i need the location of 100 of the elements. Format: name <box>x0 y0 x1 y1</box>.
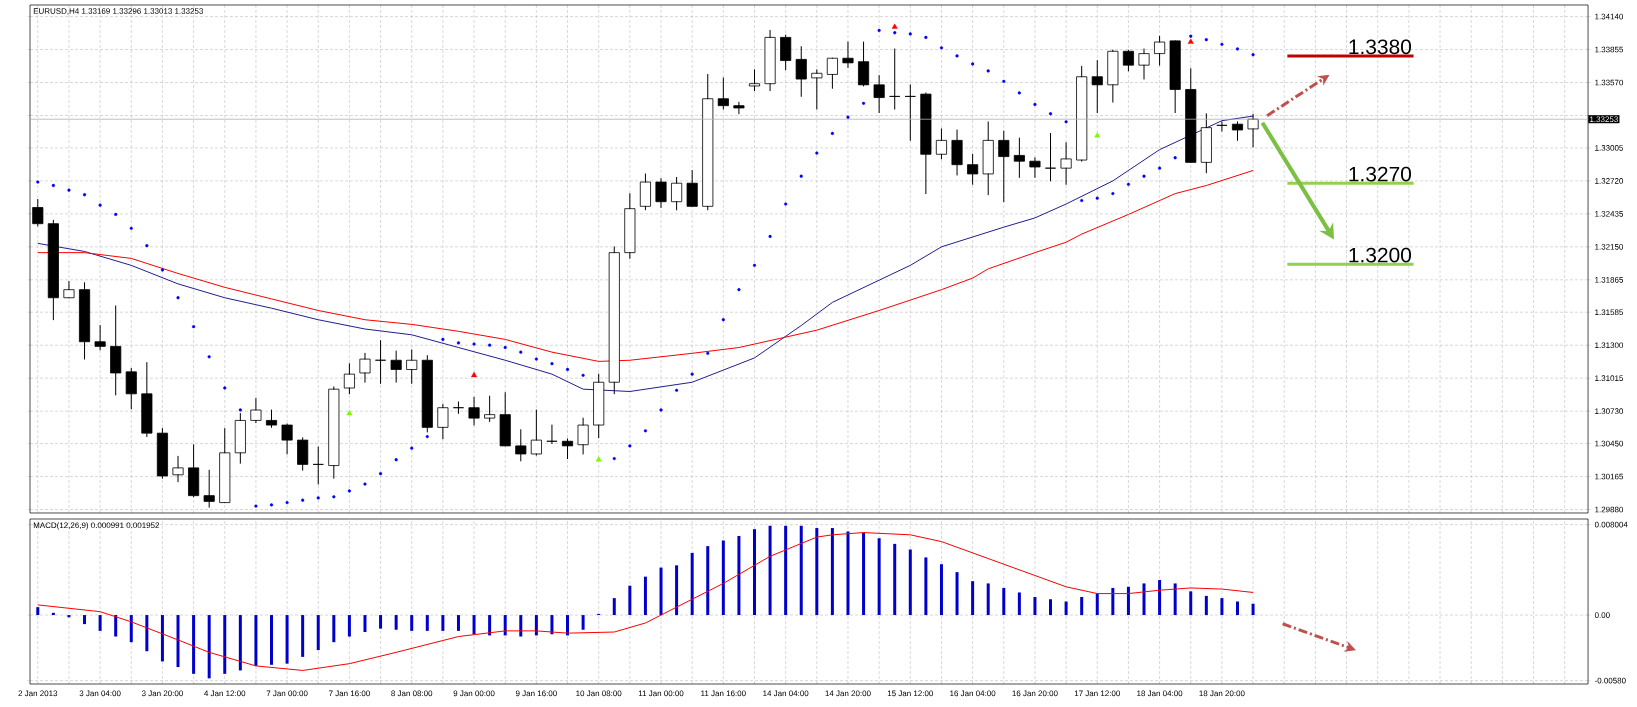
bar <box>238 615 242 671</box>
candlestick <box>998 130 1010 203</box>
bar <box>628 585 632 616</box>
candlestick <box>873 75 885 114</box>
bar <box>1142 583 1146 616</box>
bar <box>1111 587 1115 616</box>
point <box>1094 132 1101 138</box>
candlestick <box>780 34 792 71</box>
candlestick <box>203 469 215 508</box>
candlestick <box>1216 121 1228 132</box>
candlestick <box>375 340 387 384</box>
candlestick <box>920 93 932 195</box>
candlestick <box>982 121 994 196</box>
candlestick <box>748 69 761 92</box>
candlestick <box>499 392 511 447</box>
candlestick <box>967 153 979 185</box>
bar <box>394 615 398 630</box>
candlestick <box>639 173 651 211</box>
ref-line-label: 1.3380 <box>1349 39 1412 55</box>
bar <box>98 615 102 631</box>
bar <box>472 615 476 635</box>
bar <box>192 615 196 674</box>
bar <box>1158 580 1162 616</box>
candlestick <box>312 446 324 485</box>
candlestick <box>811 69 823 110</box>
bar <box>129 615 133 643</box>
bar <box>379 615 383 629</box>
bar <box>971 581 975 616</box>
candlestick <box>1122 50 1134 72</box>
bar <box>939 564 943 616</box>
bar <box>1064 601 1068 616</box>
bar <box>363 615 367 633</box>
candlestick <box>561 438 574 460</box>
bar <box>519 615 523 637</box>
candlestick <box>702 73 714 211</box>
candlestick <box>889 48 901 110</box>
candlestick <box>686 169 698 207</box>
candlestick <box>1247 113 1259 148</box>
candlestick <box>406 349 418 384</box>
bar <box>347 615 351 637</box>
bar <box>643 576 647 616</box>
candlestick <box>733 101 745 115</box>
bar <box>659 567 663 616</box>
bar <box>581 615 585 630</box>
point <box>1187 38 1194 44</box>
candlestick <box>1185 68 1197 163</box>
bar <box>332 615 336 643</box>
bar <box>768 525 772 616</box>
bar <box>1235 601 1239 616</box>
line-series <box>37 169 1254 362</box>
bar <box>1126 586 1130 616</box>
bar <box>706 546 710 616</box>
bar <box>1204 595 1208 616</box>
bar <box>301 615 305 657</box>
candlestick <box>1044 132 1057 182</box>
candlestick <box>624 193 636 259</box>
candlestick <box>1231 121 1244 141</box>
candlestick <box>172 455 184 483</box>
bar <box>1033 596 1037 616</box>
bar <box>752 529 756 616</box>
candlestick <box>858 41 870 86</box>
ref-line-label: 1.3200 <box>1349 247 1412 263</box>
candlestick <box>110 305 122 396</box>
candlestick <box>1060 142 1072 185</box>
bar <box>986 583 990 616</box>
point <box>595 456 602 462</box>
bar <box>1251 603 1255 616</box>
candlestick <box>904 84 916 141</box>
candlestick <box>1138 48 1150 80</box>
bar <box>456 615 460 631</box>
bar <box>176 615 180 668</box>
candlestick <box>421 355 433 433</box>
bar <box>846 531 850 616</box>
candlestick <box>484 395 496 423</box>
candlestick <box>1154 35 1166 66</box>
candlestick <box>328 386 340 479</box>
candlestick <box>826 57 838 89</box>
candlestick <box>297 437 309 471</box>
candlestick <box>671 176 683 211</box>
candlestick <box>234 412 246 464</box>
bar <box>675 565 679 616</box>
candlestick <box>452 401 465 414</box>
candlestick <box>951 129 963 176</box>
candlestick <box>935 128 947 160</box>
bar <box>1189 591 1193 616</box>
bar <box>830 528 834 616</box>
candlestick <box>468 396 480 426</box>
ref-line-label: 1.3270 <box>1349 166 1412 182</box>
bar <box>285 615 289 664</box>
bar <box>908 549 912 616</box>
candlestick <box>437 403 449 440</box>
candlestick <box>63 281 75 299</box>
bar <box>737 535 741 616</box>
candlestick <box>1200 113 1212 174</box>
bar <box>36 607 40 616</box>
candlestick <box>1029 157 1041 178</box>
candlestick <box>94 325 106 351</box>
candlestick <box>78 282 91 360</box>
bar <box>1095 593 1099 616</box>
bar <box>83 615 87 625</box>
